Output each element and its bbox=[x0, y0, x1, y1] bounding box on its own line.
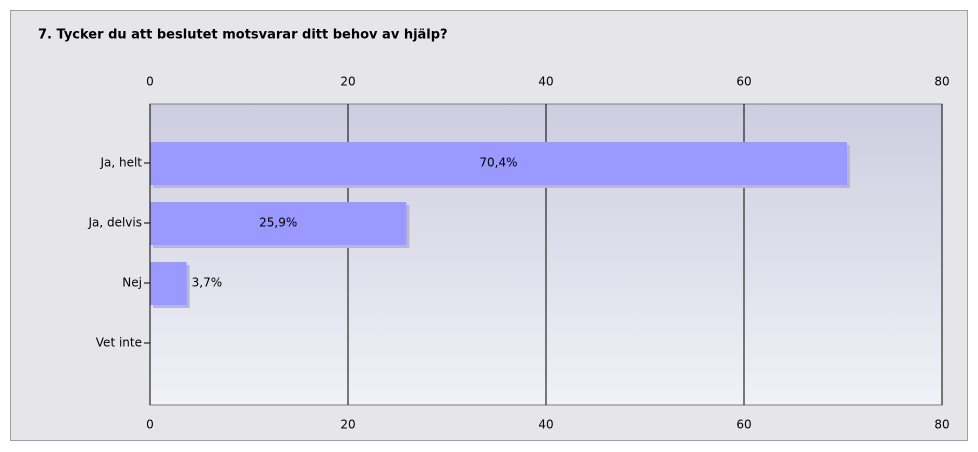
y-tick-label: Nej bbox=[122, 276, 142, 290]
bar bbox=[150, 202, 407, 245]
bar bbox=[150, 262, 187, 305]
y-tick-label: Ja, delvis bbox=[87, 216, 142, 230]
x-tick-label-bottom: 20 bbox=[340, 418, 355, 432]
x-tick-label-top: 60 bbox=[736, 75, 751, 89]
x-tick-label-top: 40 bbox=[538, 75, 553, 89]
x-tick-label-top: 80 bbox=[934, 75, 949, 89]
value-label: 70,4% bbox=[479, 156, 517, 170]
x-tick-label-bottom: 60 bbox=[736, 418, 751, 432]
x-tick-label-bottom: 80 bbox=[934, 418, 949, 432]
chart-title: 7. Tycker du att beslutet motsvarar ditt… bbox=[38, 28, 448, 43]
bar bbox=[150, 142, 847, 185]
y-tick-label: Vet inte bbox=[96, 336, 142, 350]
x-tick-label-bottom: 40 bbox=[538, 418, 553, 432]
value-label: 3,7% bbox=[192, 276, 223, 290]
x-tick-label-top: 0 bbox=[146, 75, 154, 89]
x-tick-label-bottom: 0 bbox=[146, 418, 154, 432]
x-tick-label-top: 20 bbox=[340, 75, 355, 89]
value-label: 25,9% bbox=[259, 216, 297, 230]
y-tick-label: Ja, helt bbox=[99, 156, 142, 170]
